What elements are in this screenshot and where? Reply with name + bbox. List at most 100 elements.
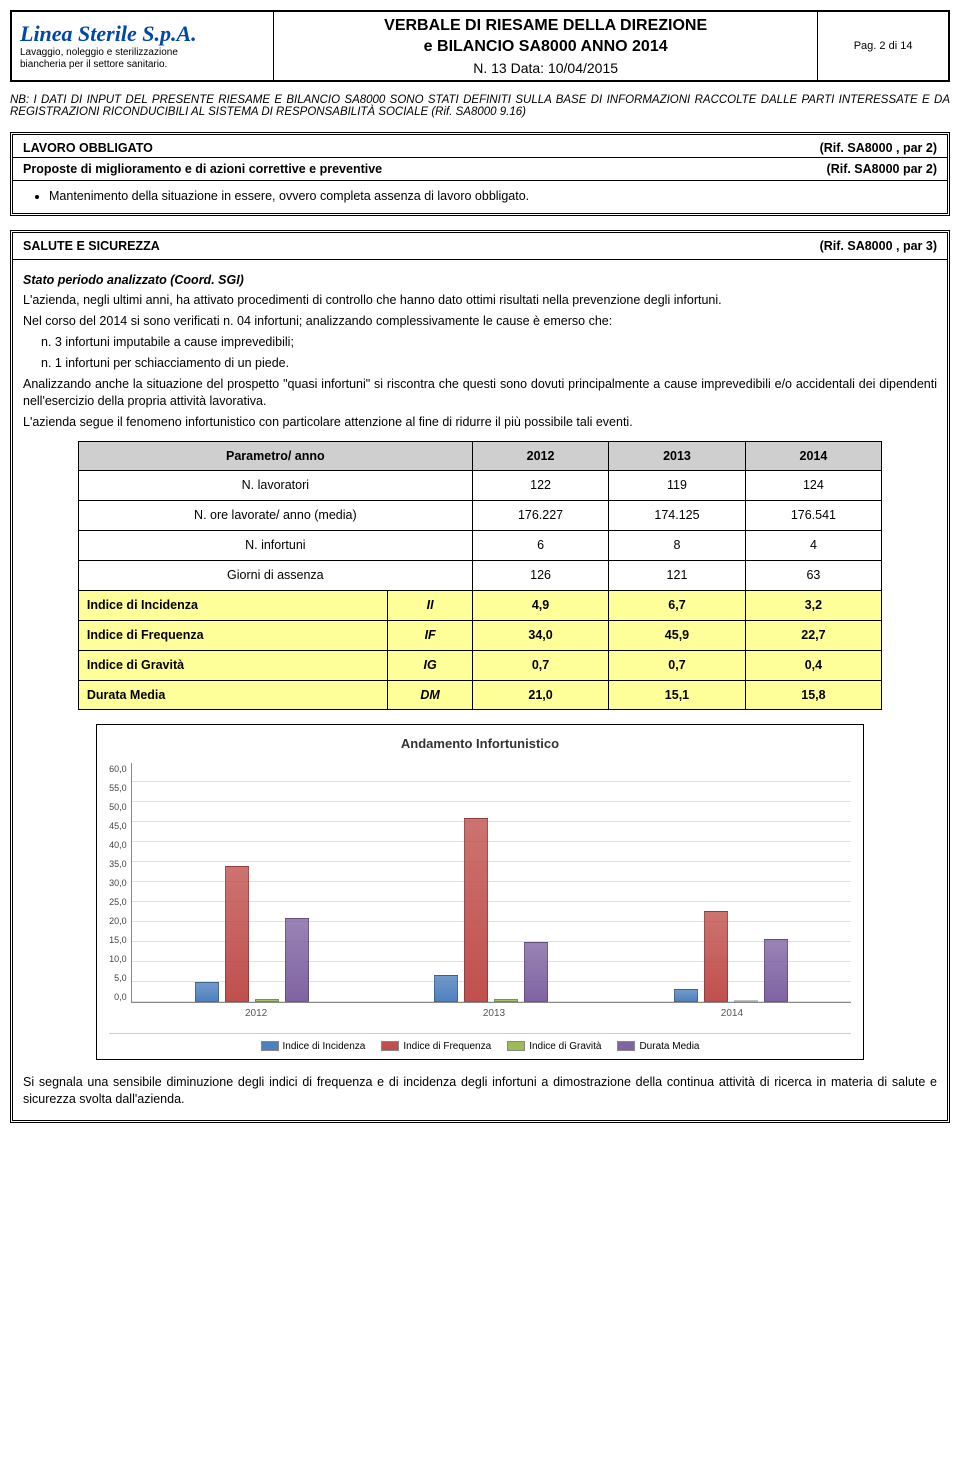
- row-value: 176.541: [745, 501, 881, 531]
- chart-bar: [494, 999, 518, 1002]
- row-label: Durata Media: [78, 680, 388, 710]
- brand-title: Linea Sterile S.p.A.: [20, 21, 265, 47]
- row-label: Giorni di assenza: [78, 561, 472, 591]
- box1-ref: (Rif. SA8000 , par 2): [820, 141, 937, 155]
- box1-bullet: Mantenimento della situazione in essere,…: [49, 189, 937, 203]
- y-tick: 20,0: [109, 915, 127, 927]
- chart-container: Andamento Infortunistico 60,055,050,045,…: [96, 724, 864, 1060]
- parametri-table: Parametro/ anno 2012 2013 2014 N. lavora…: [78, 441, 882, 711]
- row-value: 6: [472, 531, 608, 561]
- row-code: DM: [388, 680, 472, 710]
- row-label: N. lavoratori: [78, 471, 472, 501]
- box2-li1: n. 3 infortuni imputabile a cause imprev…: [41, 334, 937, 351]
- row-value: 176.227: [472, 501, 608, 531]
- row-value: 34,0: [472, 620, 608, 650]
- legend-swatch: [261, 1041, 279, 1051]
- y-tick: 0,0: [109, 991, 127, 1003]
- row-value: 121: [609, 561, 745, 591]
- doc-title-l2: e BILANCIO SA8000 ANNO 2014: [282, 37, 809, 58]
- row-code: IG: [388, 650, 472, 680]
- row-value: 15,1: [609, 680, 745, 710]
- row-value: 124: [745, 471, 881, 501]
- box2-ref: (Rif. SA8000 , par 3): [820, 239, 937, 253]
- doc-subtitle: N. 13 Data: 10/04/2015: [282, 60, 809, 76]
- doc-title-l1: VERBALE DI RIESAME DELLA DIREZIONE: [282, 16, 809, 37]
- legend-item: Indice di Frequenza: [381, 1040, 491, 1054]
- row-label: N. infortuni: [78, 531, 472, 561]
- chart-group: [434, 818, 548, 1002]
- chart-bar: [434, 975, 458, 1002]
- box2-p1: L'azienda, negli ultimi anni, ha attivat…: [23, 292, 937, 309]
- th-2012: 2012: [472, 441, 608, 471]
- y-tick: 5,0: [109, 972, 127, 984]
- chart-group: [195, 866, 309, 1002]
- table-row: Indice di GravitàIG0,70,70,4: [78, 650, 881, 680]
- chart-y-axis: 60,055,050,045,040,035,030,025,020,015,0…: [109, 763, 131, 1003]
- brand-cell: Linea Sterile S.p.A. Lavaggio, noleggio …: [11, 11, 274, 81]
- row-label: Indice di Frequenza: [78, 620, 388, 650]
- note-text: NB: I DATI DI INPUT DEL PRESENTE RIESAME…: [10, 94, 950, 118]
- stato-label: Stato periodo analizzato (Coord. SGI): [23, 272, 937, 289]
- chart-bar: [285, 918, 309, 1002]
- document-header: Linea Sterile S.p.A. Lavaggio, noleggio …: [10, 10, 950, 82]
- legend-item: Indice di Gravità: [507, 1040, 601, 1054]
- x-label: 2013: [483, 1007, 505, 1021]
- x-label: 2014: [721, 1007, 743, 1021]
- legend-swatch: [381, 1041, 399, 1051]
- table-row: Indice di IncidenzaII4,96,73,2: [78, 590, 881, 620]
- table-header-row: Parametro/ anno 2012 2013 2014: [78, 441, 881, 471]
- row-value: 63: [745, 561, 881, 591]
- doc-title-cell: VERBALE DI RIESAME DELLA DIREZIONE e BIL…: [274, 11, 818, 81]
- box2-title: SALUTE E SICUREZZA: [23, 239, 160, 253]
- box2-li2: n. 1 infortuni per schiacciamento di un …: [41, 355, 937, 372]
- y-tick: 40,0: [109, 839, 127, 851]
- row-label: Indice di Incidenza: [78, 590, 388, 620]
- row-value: 22,7: [745, 620, 881, 650]
- th-param: Parametro/ anno: [78, 441, 472, 471]
- row-value: 174.125: [609, 501, 745, 531]
- row-value: 0,7: [472, 650, 608, 680]
- chart-bar: [734, 1000, 758, 1002]
- chart-legend: Indice di IncidenzaIndice di FrequenzaIn…: [109, 1033, 851, 1054]
- salute-sicurezza-box: SALUTE E SICUREZZA (Rif. SA8000 , par 3)…: [10, 230, 950, 1123]
- chart-bar: [674, 989, 698, 1002]
- legend-label: Indice di Frequenza: [403, 1040, 491, 1054]
- row-value: 45,9: [609, 620, 745, 650]
- chart-bar: [704, 911, 728, 1002]
- box1-subref: (Rif. SA8000 par 2): [827, 162, 937, 176]
- y-tick: 50,0: [109, 801, 127, 813]
- chart-title: Andamento Infortunistico: [109, 735, 851, 753]
- th-2014: 2014: [745, 441, 881, 471]
- chart-group: [674, 911, 788, 1002]
- row-value: 0,7: [609, 650, 745, 680]
- legend-label: Durata Media: [639, 1040, 699, 1054]
- table-row: Durata MediaDM21,015,115,8: [78, 680, 881, 710]
- row-label: Indice di Gravità: [78, 650, 388, 680]
- y-tick: 60,0: [109, 763, 127, 775]
- row-value: 119: [609, 471, 745, 501]
- lavoro-obbligato-box: LAVORO OBBLIGATO (Rif. SA8000 , par 2) P…: [10, 132, 950, 216]
- box2-p2: Nel corso del 2014 si sono verificati n.…: [23, 313, 937, 330]
- table-row: Giorni di assenza12612163: [78, 561, 881, 591]
- row-value: 8: [609, 531, 745, 561]
- chart-bar: [764, 939, 788, 1002]
- chart-bar: [255, 999, 279, 1002]
- row-value: 21,0: [472, 680, 608, 710]
- y-tick: 30,0: [109, 877, 127, 889]
- row-value: 126: [472, 561, 608, 591]
- row-value: 4,9: [472, 590, 608, 620]
- box2-p4: L'azienda segue il fenomeno infortunisti…: [23, 414, 937, 431]
- row-label: N. ore lavorate/ anno (media): [78, 501, 472, 531]
- th-2013: 2013: [609, 441, 745, 471]
- legend-swatch: [617, 1041, 635, 1051]
- chart-bar: [524, 942, 548, 1002]
- row-value: 0,4: [745, 650, 881, 680]
- table-row: N. infortuni684: [78, 531, 881, 561]
- table-row: N. ore lavorate/ anno (media)176.227174.…: [78, 501, 881, 531]
- brand-sub1: Lavaggio, noleggio e sterilizzazione: [20, 47, 265, 59]
- y-tick: 35,0: [109, 858, 127, 870]
- y-tick: 45,0: [109, 820, 127, 832]
- chart-bar: [464, 818, 488, 1002]
- y-tick: 10,0: [109, 953, 127, 965]
- box1-subtitle: Proposte di miglioramento e di azioni co…: [23, 162, 382, 176]
